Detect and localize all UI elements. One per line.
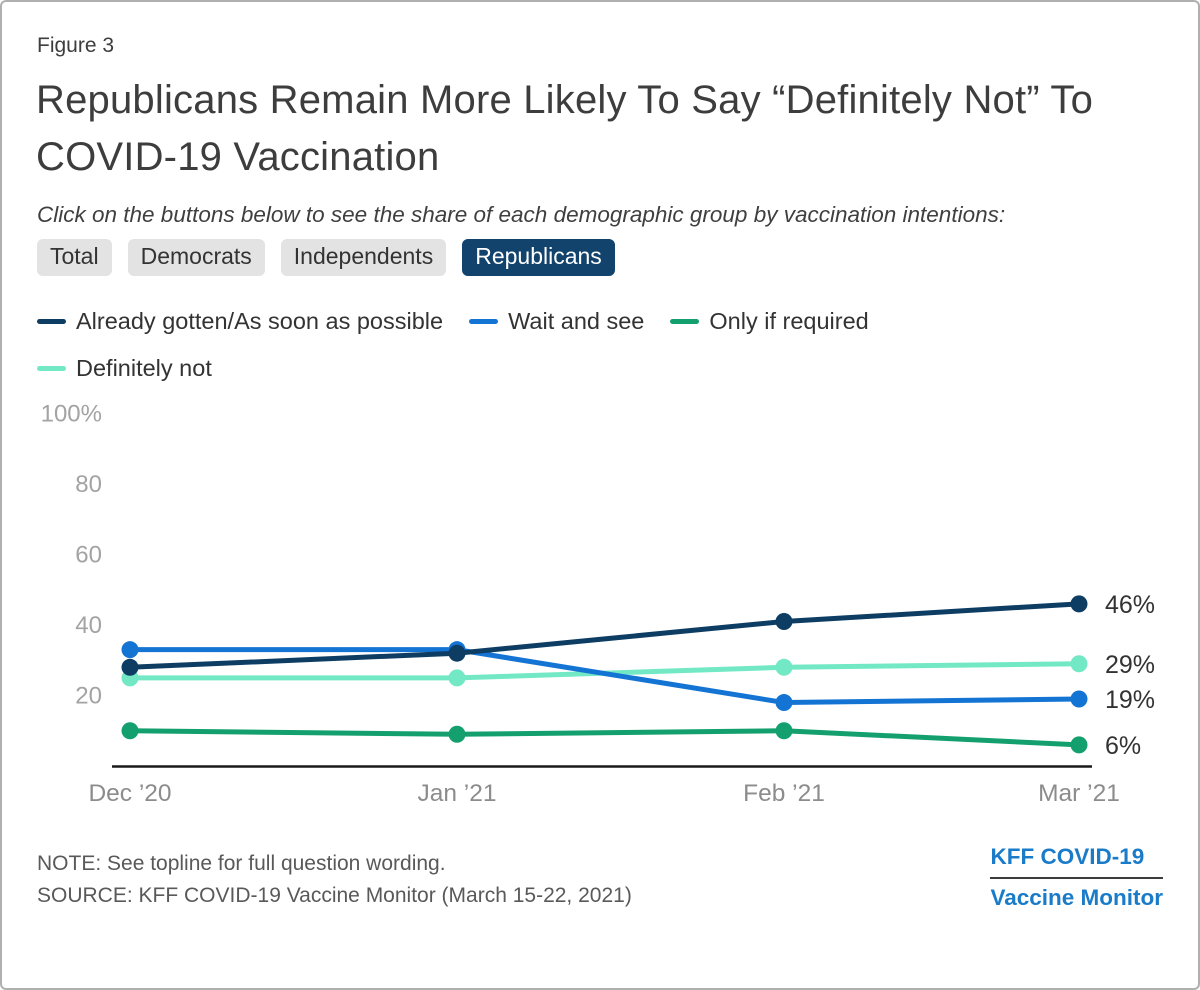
y-axis-tick-label: 80: [75, 471, 102, 498]
legend-label: Only if required: [709, 307, 869, 334]
legend-swatch-icon: [37, 318, 66, 324]
demographic-button-group: Total Democrats Independents Republicans: [37, 239, 1163, 276]
legend-label: Already gotten/As soon as possible: [76, 307, 444, 334]
data-point-wait-and-see: [121, 640, 139, 658]
x-axis-tick-label: Jan ’21: [417, 780, 496, 807]
y-axis-tick-label: 40: [75, 612, 102, 639]
note-text: NOTE: See topline for full question word…: [37, 851, 446, 875]
series-end-label-only-if-required: 6%: [1105, 732, 1141, 760]
group-button-democrats[interactable]: Democrats: [127, 239, 265, 276]
series-line-wait-and-see: [127, 646, 1082, 705]
data-point-only-if-required: [1070, 736, 1088, 754]
kff-logo-line2: Vaccine Monitor: [990, 884, 1163, 910]
data-point-already-gotten-as-soon-as-possible: [121, 658, 139, 676]
y-axis-tick-label: 100%: [41, 400, 102, 427]
data-point-definitely-not: [775, 658, 793, 676]
y-axis-tick-label: 20: [75, 682, 102, 709]
kff-logo-line1: KFF COVID-19: [990, 844, 1163, 879]
legend-item-only-if-required[interactable]: Only if required: [670, 307, 869, 335]
series-end-label-wait-and-see: 19%: [1105, 686, 1155, 714]
legend-item-already-gotten-as-soon-as-possible[interactable]: Already gotten/As soon as possible: [37, 308, 443, 335]
x-axis-tick-label: Mar ’21: [1038, 780, 1120, 807]
data-point-already-gotten-as-soon-as-possible: [448, 644, 466, 662]
data-point-already-gotten-as-soon-as-possible: [1070, 595, 1088, 613]
legend-item-wait-and-see[interactable]: Wait and see: [469, 308, 644, 335]
source-text: SOURCE: KFF COVID-19 Vaccine Monitor (Ma…: [37, 884, 632, 908]
data-point-already-gotten-as-soon-as-possible: [775, 612, 793, 630]
series-line-already-gotten-as-soon-as-possible: [127, 601, 1082, 670]
data-point-definitely-not: [448, 669, 466, 687]
x-axis-tick-label: Feb ’21: [743, 780, 825, 807]
notes-block: NOTE: See topline for full question word…: [37, 848, 632, 913]
data-point-only-if-required: [121, 722, 139, 740]
chart-title: Republicans Remain More Likely To Say “D…: [36, 78, 1094, 179]
y-axis-tick-label: 60: [75, 541, 102, 568]
group-button-independents[interactable]: Independents: [280, 239, 447, 276]
series-end-label-definitely-not: 29%: [1105, 651, 1155, 679]
x-axis-tick-label: Dec ’20: [88, 780, 171, 807]
data-point-wait-and-see: [775, 693, 793, 711]
legend-item-definitely-not[interactable]: Definitely not: [37, 355, 212, 382]
figure-label: Figure 3: [37, 34, 115, 57]
legend-label: Wait and see: [508, 307, 645, 334]
data-point-definitely-not: [1070, 655, 1088, 673]
kff-logo: KFF COVID-19 Vaccine Monitor: [990, 844, 1163, 911]
group-button-total[interactable]: Total: [37, 239, 112, 276]
data-point-wait-and-see: [1070, 690, 1088, 708]
footer: NOTE: See topline for full question word…: [37, 844, 1163, 913]
legend-swatch-icon: [37, 365, 66, 371]
series-line-definitely-not: [127, 661, 1082, 681]
series-line-only-if-required: [127, 728, 1082, 748]
legend-swatch-icon: [469, 318, 499, 324]
legend-label: Definitely not: [76, 354, 212, 381]
group-button-republicans[interactable]: Republicans: [462, 239, 615, 276]
chart-legend: Already gotten/As soon as possible Wait a…: [37, 308, 1047, 382]
data-point-only-if-required: [775, 722, 793, 740]
line-chart: 100% 80 60 40 20 Dec ’20 Jan ’21 Feb ’21 Mar ’21…: [41, 400, 1155, 807]
legend-swatch-icon: [670, 318, 700, 324]
series-end-label-already-gotten-as-soon-as-possible: 46%: [1105, 591, 1155, 619]
data-point-only-if-required: [448, 725, 466, 743]
chart-subtitle: Click on the buttons below to see the sh…: [37, 201, 1006, 227]
